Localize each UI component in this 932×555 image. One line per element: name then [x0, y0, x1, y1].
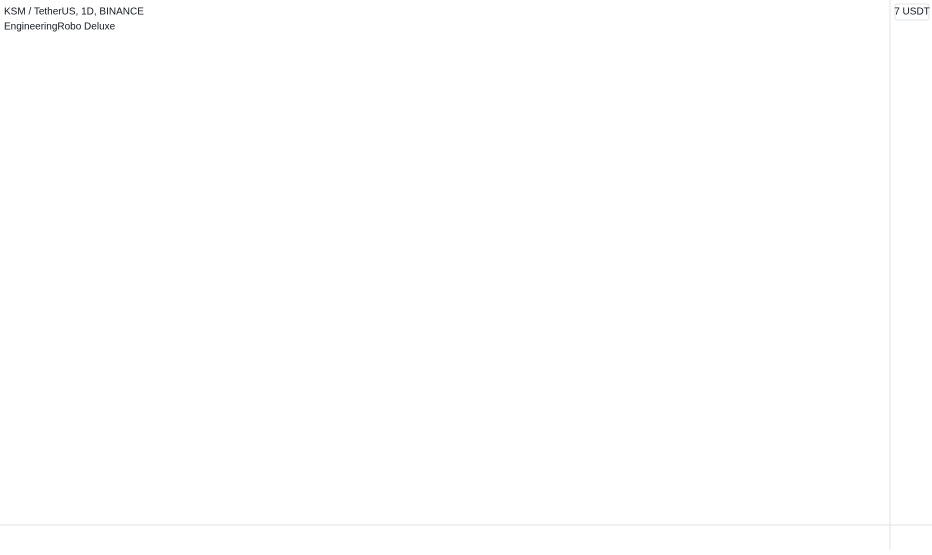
chart-title: KSM / TetherUS, 1D, BINANCE: [4, 7, 144, 18]
indicator-name: EngineeringRobo Deluxe: [4, 22, 116, 33]
currency[interactable]: 7 USDT: [894, 7, 930, 18]
currency-box[interactable]: [894, 3, 930, 21]
